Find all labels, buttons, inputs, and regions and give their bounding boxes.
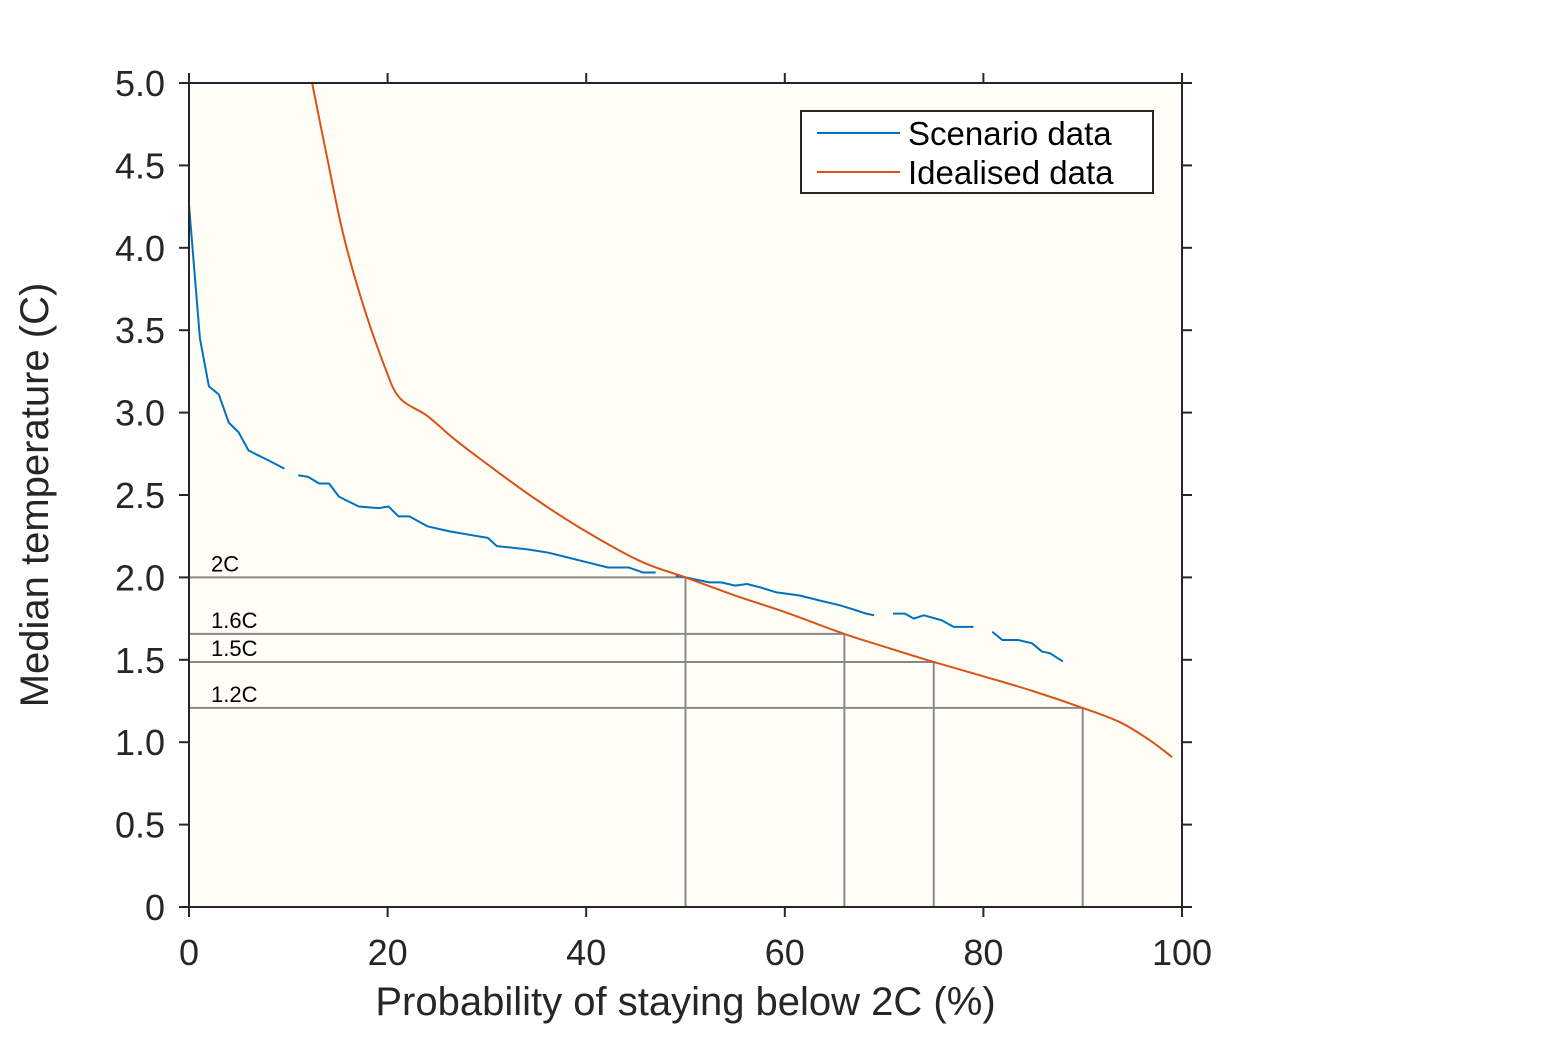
reference-label-2: 1.5C	[211, 636, 258, 661]
legend: Scenario data Idealised data	[800, 110, 1154, 194]
x-tick-label: 0	[179, 932, 199, 973]
y-tick-label: 2.0	[115, 557, 165, 598]
y-tick-label: 3.0	[115, 393, 165, 434]
y-axis-label: Median temperature (C)	[13, 283, 57, 708]
legend-box	[800, 110, 1154, 194]
idealised-data-line	[311, 82, 1173, 758]
y-tick-label: 1.5	[115, 640, 165, 681]
x-tick-label: 100	[1152, 932, 1212, 973]
ticks: 0 20 40 60 80 100 0 0.5 1.0 1.5 2.0 2.5 3.0 3.5 4.0 4.5…	[115, 63, 1212, 973]
y-tick-label: 4.0	[115, 228, 165, 269]
y-tick-label: 0	[145, 887, 165, 928]
scenario-data-line-segment-2	[675, 574, 875, 617]
y-tick-label: 5.0	[115, 63, 165, 104]
scenario-data-line-segment-0	[188, 204, 285, 470]
y-tick-label: 2.5	[115, 475, 165, 516]
reference-lines: 2C 1.6C 1.5C 1.2C	[189, 551, 1084, 907]
y-tick-label: 3.5	[115, 310, 165, 351]
x-tick-label: 20	[368, 932, 408, 973]
legend-label-idealised: Idealised data	[908, 154, 1114, 191]
scenario-data-line-segment-4	[991, 631, 1064, 663]
y-tick-label: 0.5	[115, 805, 165, 846]
y-tick-label: 1.0	[115, 722, 165, 763]
reference-label-3: 1.2C	[211, 682, 258, 707]
x-axis-label: Probability of staying below 2C (%)	[375, 980, 995, 1024]
reference-label-1: 1.6C	[211, 608, 258, 633]
y-tick-label: 4.5	[115, 145, 165, 186]
scenario-data-line-segment-3	[893, 612, 974, 628]
series-group	[188, 82, 1173, 758]
x-tick-label: 60	[765, 932, 805, 973]
x-tick-label: 40	[566, 932, 606, 973]
x-tick-label: 80	[963, 932, 1003, 973]
legend-label-scenario: Scenario data	[908, 115, 1112, 152]
scenario-data-line-segment-1	[298, 474, 656, 574]
reference-label-0: 2C	[211, 551, 239, 576]
